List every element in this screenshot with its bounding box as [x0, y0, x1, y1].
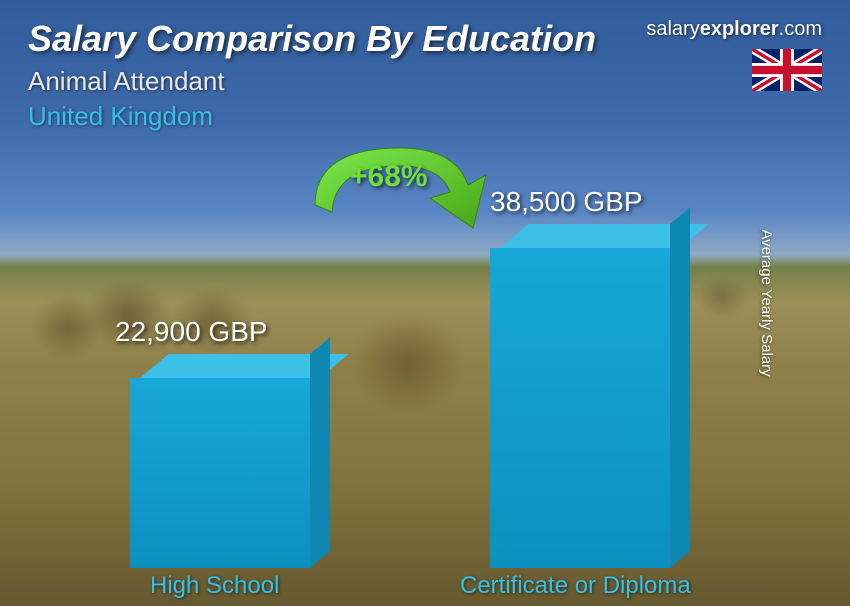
bar-value-0: 22,900 GBP: [115, 316, 268, 348]
bar-category-0: High School: [150, 572, 279, 600]
bar-3d: [490, 248, 670, 568]
brand-block: salaryexplorer.com: [646, 18, 822, 96]
bar-1: [490, 248, 670, 568]
percent-increase-badge: +68%: [350, 160, 428, 194]
bar-category-1: Certificate or Diploma: [460, 572, 691, 600]
bar-3d: [130, 378, 310, 568]
bar-front-face: [130, 378, 310, 568]
location-label: United Kingdom: [28, 101, 822, 132]
brand-suffix: .com: [779, 18, 822, 40]
uk-flag-icon: [752, 49, 822, 91]
brand-name: salaryexplorer.com: [646, 18, 822, 41]
bar-0: [130, 378, 310, 568]
bar-front-face: [490, 248, 670, 568]
bar-side-face: [670, 207, 690, 568]
bar-side-face: [310, 337, 330, 568]
brand-part1: salary: [646, 18, 699, 40]
y-axis-label: Average Yearly Salary: [758, 229, 775, 376]
brand-part2: explorer: [700, 18, 779, 40]
bar-value-1: 38,500 GBP: [490, 186, 643, 218]
